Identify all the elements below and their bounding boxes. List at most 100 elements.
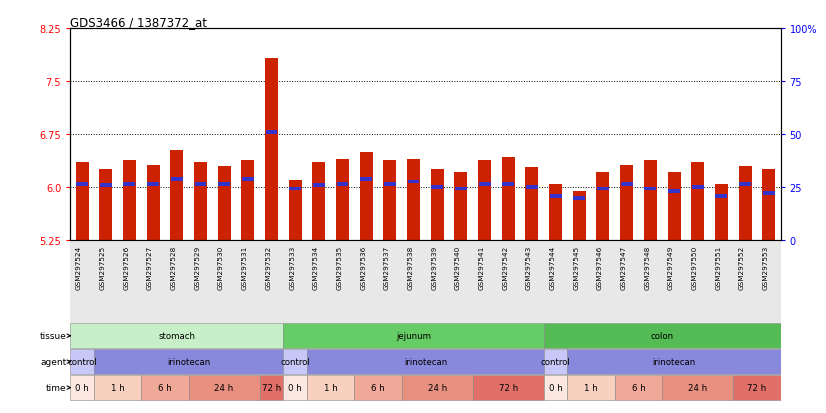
Bar <box>384 182 396 186</box>
Text: GDS3466 / 1387372_at: GDS3466 / 1387372_at <box>70 16 207 29</box>
Text: irinotecan: irinotecan <box>167 357 211 366</box>
Text: GSM297540: GSM297540 <box>455 245 461 289</box>
Bar <box>597 187 609 191</box>
Bar <box>691 163 705 241</box>
Bar <box>455 187 467 191</box>
Text: stomach: stomach <box>159 331 195 340</box>
Text: irinotecan: irinotecan <box>653 357 695 366</box>
Bar <box>526 186 538 190</box>
Bar <box>472 375 544 400</box>
Text: 72 h: 72 h <box>262 383 281 392</box>
Bar <box>572 191 586 241</box>
Bar <box>283 323 544 348</box>
Bar <box>188 375 259 400</box>
Text: colon: colon <box>651 331 674 340</box>
Bar <box>567 349 781 374</box>
Text: 72 h: 72 h <box>748 383 767 392</box>
Bar <box>407 159 420 241</box>
Bar <box>217 166 230 241</box>
Bar <box>171 177 183 181</box>
Bar <box>147 182 159 186</box>
Bar <box>454 172 468 241</box>
Bar <box>123 161 136 241</box>
Bar <box>259 375 283 400</box>
Bar <box>644 187 657 191</box>
Text: agent: agent <box>40 357 67 366</box>
Text: GSM297525: GSM297525 <box>100 245 106 289</box>
Bar <box>146 165 159 241</box>
Bar <box>336 159 349 241</box>
Text: time: time <box>46 383 67 392</box>
Bar <box>544 323 781 348</box>
Bar <box>99 170 112 241</box>
Bar <box>401 375 472 400</box>
Bar <box>283 375 307 400</box>
Text: GSM297542: GSM297542 <box>502 245 508 289</box>
Bar <box>124 182 135 186</box>
Bar <box>739 182 751 186</box>
Bar <box>596 172 610 241</box>
Bar <box>100 184 112 188</box>
Text: GSM297536: GSM297536 <box>360 245 366 289</box>
Text: GSM297538: GSM297538 <box>407 245 414 289</box>
Bar <box>662 375 733 400</box>
Bar <box>354 375 401 400</box>
Text: 72 h: 72 h <box>499 383 518 392</box>
Text: 6 h: 6 h <box>371 383 385 392</box>
Bar <box>218 182 230 186</box>
Bar <box>70 375 94 400</box>
Bar <box>76 182 88 186</box>
Bar <box>313 184 325 188</box>
Bar <box>283 349 307 374</box>
Bar <box>692 186 704 190</box>
Bar <box>195 182 206 186</box>
Text: GSM297530: GSM297530 <box>218 245 224 289</box>
Text: 6 h: 6 h <box>632 383 645 392</box>
Text: GSM297531: GSM297531 <box>242 245 248 289</box>
Text: GSM297553: GSM297553 <box>762 245 769 289</box>
Bar <box>544 349 567 374</box>
Bar <box>75 163 88 241</box>
Bar <box>544 375 567 400</box>
Bar <box>242 177 254 181</box>
Text: tissue: tissue <box>40 331 67 340</box>
Bar <box>762 170 776 241</box>
Bar <box>307 349 544 374</box>
Text: control: control <box>541 357 571 366</box>
Bar <box>668 189 680 193</box>
Bar <box>360 177 372 181</box>
Bar <box>337 182 349 186</box>
Bar <box>501 158 515 241</box>
Text: 0 h: 0 h <box>75 383 89 392</box>
Text: 6 h: 6 h <box>158 383 172 392</box>
Bar <box>141 375 188 400</box>
Text: GSM297551: GSM297551 <box>715 245 721 289</box>
Text: 24 h: 24 h <box>428 383 447 392</box>
Bar <box>70 349 94 374</box>
Bar <box>307 375 354 400</box>
Bar <box>241 161 254 241</box>
Bar <box>265 131 278 135</box>
Text: GSM297547: GSM297547 <box>620 245 627 289</box>
Text: GSM297548: GSM297548 <box>644 245 650 289</box>
Bar <box>359 152 373 241</box>
Bar <box>430 170 444 241</box>
Text: GSM297543: GSM297543 <box>526 245 532 289</box>
Bar <box>550 194 562 198</box>
Text: 0 h: 0 h <box>288 383 302 392</box>
Text: 0 h: 0 h <box>548 383 563 392</box>
Text: GSM297532: GSM297532 <box>265 245 272 289</box>
Text: control: control <box>280 357 310 366</box>
Bar <box>667 172 681 241</box>
Text: 1 h: 1 h <box>584 383 598 392</box>
Text: GSM297533: GSM297533 <box>289 245 295 289</box>
Bar <box>70 323 283 348</box>
Bar <box>194 163 207 241</box>
Text: GSM297534: GSM297534 <box>313 245 319 289</box>
Bar <box>502 182 514 186</box>
Text: GSM297546: GSM297546 <box>597 245 603 289</box>
Text: GSM297550: GSM297550 <box>691 245 698 289</box>
Text: GSM297541: GSM297541 <box>478 245 485 289</box>
Bar <box>94 375 141 400</box>
Text: GSM297544: GSM297544 <box>549 245 556 289</box>
